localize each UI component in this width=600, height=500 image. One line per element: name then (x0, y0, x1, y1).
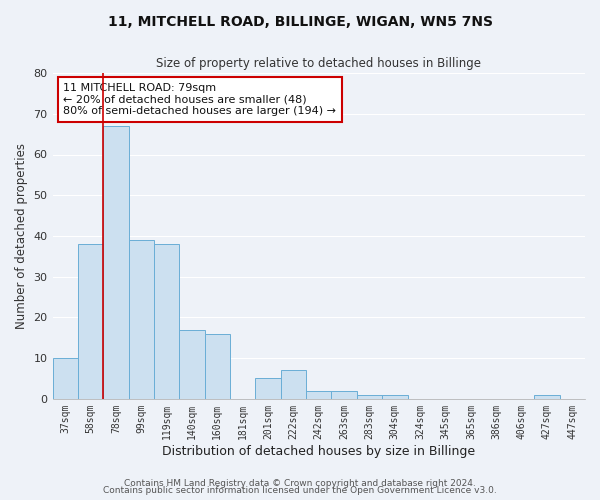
Bar (154, 244, 179, 399)
X-axis label: Distribution of detached houses by size in Billinge: Distribution of detached houses by size … (162, 444, 475, 458)
Bar (78, 244, 103, 399)
Bar (331, 390, 357, 399)
Bar (306, 390, 331, 399)
Bar (205, 334, 230, 399)
Text: 11, MITCHELL ROAD, BILLINGE, WIGAN, WN5 7NS: 11, MITCHELL ROAD, BILLINGE, WIGAN, WN5 … (107, 15, 493, 29)
Text: 11 MITCHELL ROAD: 79sqm
← 20% of detached houses are smaller (48)
80% of semi-de: 11 MITCHELL ROAD: 79sqm ← 20% of detache… (63, 83, 336, 116)
Y-axis label: Number of detached properties: Number of detached properties (15, 143, 28, 329)
Bar (53, 358, 78, 399)
Bar (357, 395, 382, 399)
Bar (128, 240, 154, 399)
Bar (281, 370, 306, 399)
Title: Size of property relative to detached houses in Billinge: Size of property relative to detached ho… (156, 58, 481, 70)
Text: Contains public sector information licensed under the Open Government Licence v3: Contains public sector information licen… (103, 486, 497, 495)
Bar (103, 126, 128, 399)
Text: Contains HM Land Registry data © Crown copyright and database right 2024.: Contains HM Land Registry data © Crown c… (124, 478, 476, 488)
Bar (382, 395, 407, 399)
Bar (256, 378, 281, 399)
Bar (179, 330, 205, 399)
Bar (534, 395, 560, 399)
